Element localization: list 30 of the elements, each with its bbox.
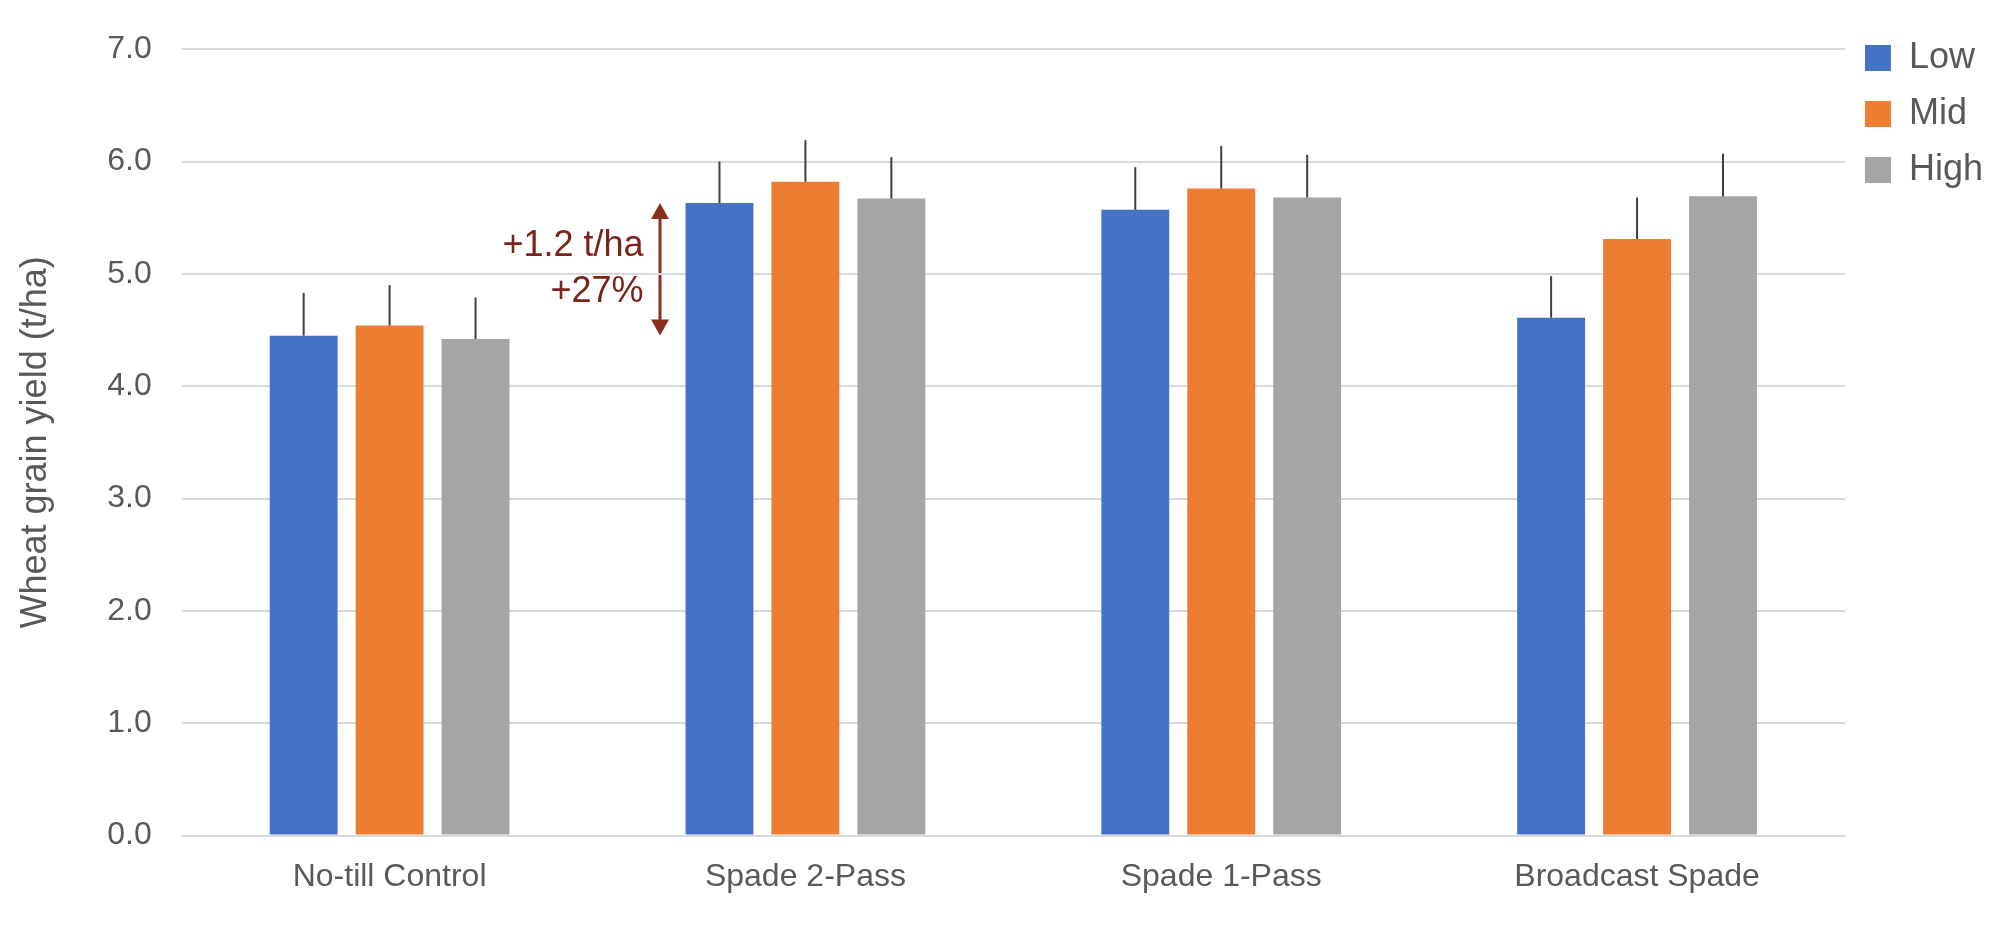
bar [269,335,338,835]
x-tick-label: No-till Control [292,856,487,893]
x-tick-label: Spade 2-Pass [704,856,906,893]
bar [355,325,424,835]
bar [1603,239,1671,835]
legend-label: Mid [1908,90,1967,132]
bar [685,203,754,835]
bar [1273,197,1342,835]
bar [441,339,510,835]
legend-label: Low [1908,34,1976,76]
y-axis-title: Wheat grain yield (t/ha) [12,256,54,629]
y-tick-label: 6.0 [107,141,152,178]
annotation: +27% [550,269,644,311]
y-tick-label: 1.0 [107,703,152,740]
y-tick-label: 5.0 [107,253,152,290]
y-tick-label: 7.0 [107,29,152,66]
bar [1101,209,1170,835]
legend-label: High [1908,146,1984,188]
annotation: +1.2 t/ha [502,223,645,265]
bar [857,198,926,835]
bar [1187,188,1256,835]
x-tick-label: Broadcast Spade [1514,856,1760,893]
bar [1689,196,1757,835]
y-tick-label: 0.0 [107,815,152,852]
bar [771,181,840,835]
x-tick-label: Spade 1-Pass [1120,856,1322,893]
y-tick-label: 2.0 [107,590,152,627]
bar [1517,317,1586,835]
y-tick-label: 4.0 [107,366,152,403]
y-tick-label: 3.0 [107,478,152,515]
